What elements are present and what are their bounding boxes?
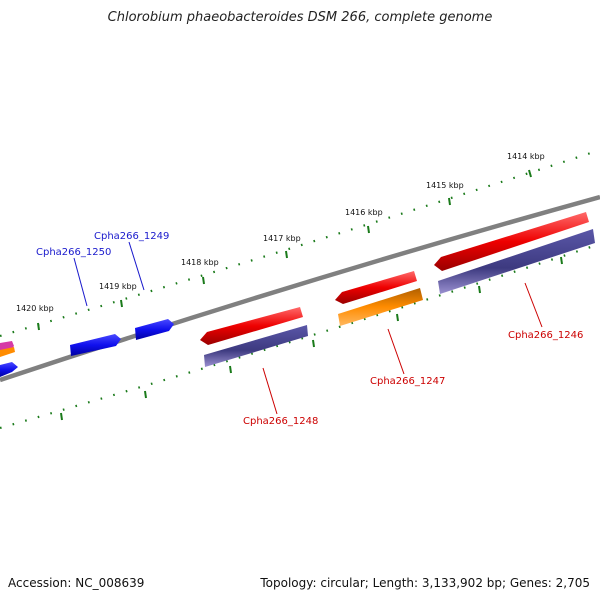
tick-label: 1419 kbp xyxy=(99,282,137,291)
inner-major-ticks xyxy=(60,256,563,421)
gene-label-cpha266-1249[interactable]: Cpha266_1249 xyxy=(94,231,169,242)
gene-label-cpha266-1248[interactable]: Cpha266_1248 xyxy=(243,416,318,427)
gene-feature-cpha266-1246[interactable] xyxy=(434,212,595,294)
tick-label: 1414 kbp xyxy=(507,152,545,161)
gene-label-cpha266-1250[interactable]: Cpha266_1250 xyxy=(36,247,111,258)
outer-major-ticks xyxy=(37,169,532,331)
tick-label: 1418 kbp xyxy=(181,258,219,267)
gene-feature-cpha266-1247[interactable] xyxy=(335,271,423,326)
genome-summary-text: Topology: circular; Length: 3,133,902 bp… xyxy=(260,576,590,590)
tick-label: 1420 kbp xyxy=(16,304,54,313)
gene-feature-cpha266-1248[interactable] xyxy=(200,307,308,367)
label-leader-lines xyxy=(73,241,543,415)
tick-label: 1416 kbp xyxy=(345,208,383,217)
edge-feature-left xyxy=(0,341,18,377)
genome-title: Chlorobium phaeobacteroides DSM 266, com… xyxy=(107,10,493,25)
gene-label-cpha266-1247[interactable]: Cpha266_1247 xyxy=(370,376,445,387)
gene-feature-cpha266-1249[interactable] xyxy=(135,319,174,340)
gene-label-cpha266-1246[interactable]: Cpha266_1246 xyxy=(508,330,583,341)
accession-text: Accession: NC_008639 xyxy=(8,576,145,590)
genome-backbone xyxy=(0,194,600,383)
gene-feature-cpha266-1250[interactable] xyxy=(70,334,121,356)
tick-label: 1417 kbp xyxy=(263,234,301,243)
tick-label: 1415 kbp xyxy=(426,181,464,190)
